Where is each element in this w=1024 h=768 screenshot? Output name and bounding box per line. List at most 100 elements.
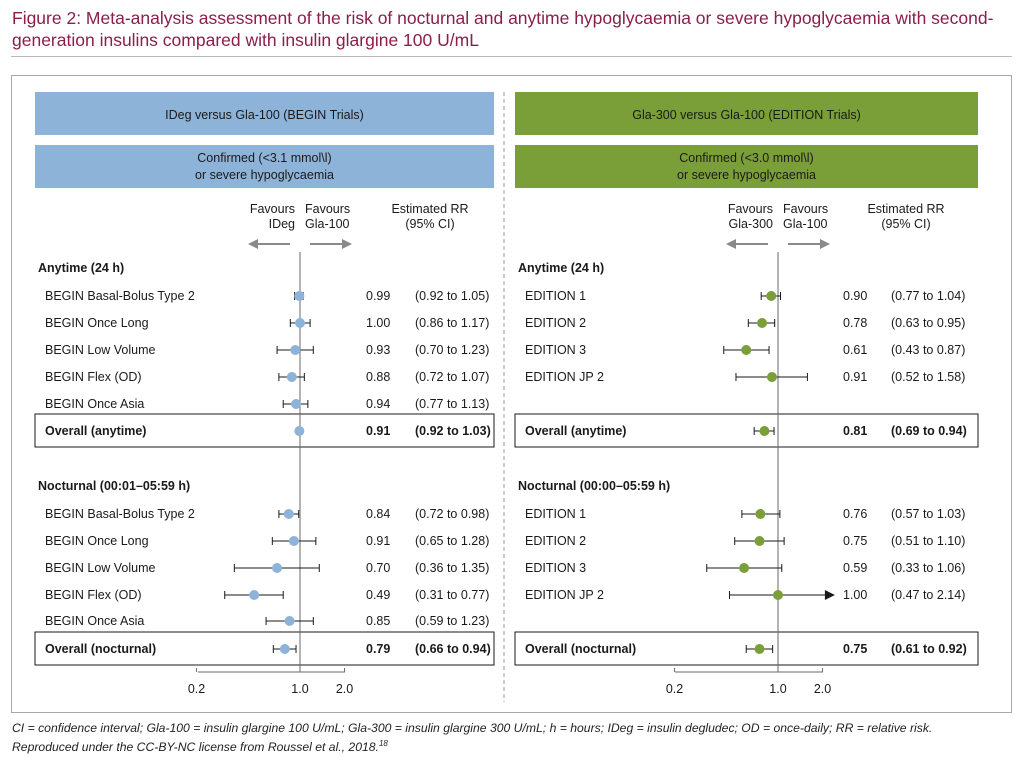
point-estimate-marker	[272, 563, 283, 573]
panel-subheader-bar	[515, 145, 978, 188]
panel-header-bar	[35, 92, 494, 135]
footnote-reference: 18	[378, 739, 388, 748]
study-label: BEGIN Once Asia	[45, 614, 144, 628]
overall-rr-value: 0.79	[366, 642, 390, 656]
footnote-line-2: Reproduced under the CC-BY-NC license fr…	[12, 736, 1012, 755]
study-label: EDITION JP 2	[525, 370, 604, 384]
favours-left-arrow-head	[726, 239, 736, 249]
study-ci-text: (0.77 to 1.04)	[891, 289, 965, 303]
study-ci-text: (0.70 to 1.23)	[415, 343, 489, 357]
study-label: EDITION 3	[525, 561, 586, 575]
overall-ci-text: (0.61 to 0.92)	[891, 642, 967, 656]
overall-label: Overall (anytime)	[525, 424, 626, 438]
panel-header-title: Gla-300 versus Gla-100 (EDITION Trials)	[632, 108, 861, 122]
group-heading: Nocturnal (00:01–05:59 h)	[38, 479, 190, 493]
point-estimate-marker	[283, 509, 294, 519]
study-ci-text: (0.77 to 1.13)	[415, 397, 489, 411]
study-ci-text: (0.86 to 1.17)	[415, 316, 489, 330]
study-label: EDITION 3	[525, 343, 586, 357]
study-rr-value: 0.94	[366, 397, 390, 411]
point-estimate-marker	[739, 563, 750, 573]
study-label: BEGIN Low Volume	[45, 343, 156, 357]
point-estimate-marker	[766, 291, 777, 301]
overall-box	[34, 413, 495, 448]
overall-box	[514, 413, 979, 448]
panel-subheader-line-1: Confirmed (<3.0 mmol\l)	[679, 151, 813, 165]
study-rr-value: 1.00	[843, 588, 867, 602]
group-heading: Anytime (24 h)	[38, 261, 124, 275]
group-heading: Nocturnal (00:00–05:59 h)	[518, 479, 670, 493]
point-estimate-marker	[288, 536, 299, 546]
favours-right-arrow-head	[342, 239, 352, 249]
point-estimate-marker	[286, 372, 297, 382]
x-axis-tick-label: 0.2	[666, 682, 683, 696]
study-rr-value: 0.76	[843, 507, 867, 521]
study-rr-value: 0.93	[366, 343, 390, 357]
study-rr-value: 0.91	[366, 534, 390, 548]
study-ci-text: (0.92 to 1.05)	[415, 289, 489, 303]
overall-ci-text: (0.66 to 0.94)	[415, 642, 491, 656]
study-ci-text: (0.59 to 1.23)	[415, 614, 489, 628]
study-rr-value: 0.90	[843, 289, 867, 303]
study-label: EDITION 2	[525, 534, 586, 548]
study-rr-value: 1.00	[366, 316, 390, 330]
figure-frame	[11, 75, 1012, 713]
favours-left-line-1: Favours	[728, 202, 773, 216]
study-rr-value: 0.99	[366, 289, 390, 303]
ci-arrow-right	[824, 590, 835, 600]
overall-label: Overall (nocturnal)	[525, 642, 636, 656]
footnote-source: Reproduced under the CC-BY-NC license fr…	[12, 740, 379, 755]
study-rr-value: 0.88	[366, 370, 390, 384]
panel-subheader-line-1: Confirmed (<3.1 mmol\l)	[197, 151, 331, 165]
study-rr-value: 0.85	[366, 614, 390, 628]
point-estimate-marker	[766, 372, 777, 382]
study-ci-text: (0.43 to 0.87)	[891, 343, 965, 357]
study-label: BEGIN Low Volume	[45, 561, 156, 575]
x-axis-tick-label: 1.0	[769, 682, 786, 696]
overall-rr-value: 0.75	[843, 642, 867, 656]
point-estimate-marker	[295, 318, 305, 328]
point-estimate-marker	[757, 318, 768, 328]
panel-header-bar	[515, 92, 978, 135]
overall-ci-text: (0.92 to 1.03)	[415, 424, 491, 438]
favours-left-line-2: Gla-300	[729, 217, 774, 231]
study-ci-text: (0.33 to 1.06)	[891, 561, 965, 575]
point-estimate-marker	[249, 590, 260, 600]
study-ci-text: (0.51 to 1.10)	[891, 534, 965, 548]
study-label: BEGIN Flex (OD)	[45, 588, 142, 602]
overall-ci-text: (0.69 to 0.94)	[891, 424, 967, 438]
overall-estimate-marker	[759, 426, 770, 436]
forest-panel-left: IDeg versus Gla-100 (BEGIN Trials) Confir…	[34, 92, 495, 696]
estimate-header-line-1: Estimated RR	[391, 202, 468, 216]
study-ci-text: (0.57 to 1.03)	[891, 507, 965, 521]
favours-right-line-1: Favours	[783, 202, 828, 216]
point-estimate-marker	[290, 345, 301, 355]
favours-right-arrow-head	[820, 239, 830, 249]
study-ci-text: (0.63 to 0.95)	[891, 316, 965, 330]
favours-right-line-2: Gla-100	[783, 217, 828, 231]
study-ci-text: (0.72 to 0.98)	[415, 507, 489, 521]
overall-estimate-marker	[294, 426, 305, 436]
x-axis-tick-label: 2.0	[336, 682, 353, 696]
group-heading: Anytime (24 h)	[518, 261, 604, 275]
study-rr-value: 0.70	[366, 561, 390, 575]
study-rr-value: 0.91	[843, 370, 867, 384]
study-ci-text: (0.52 to 1.58)	[891, 370, 965, 384]
study-rr-value: 0.84	[366, 507, 390, 521]
study-label: BEGIN Flex (OD)	[45, 370, 142, 384]
point-estimate-marker	[754, 536, 765, 546]
overall-box	[34, 631, 495, 666]
study-rr-value: 0.75	[843, 534, 867, 548]
panel-subheader-line-2: or severe hypoglycaemia	[677, 168, 816, 182]
study-ci-text: (0.36 to 1.35)	[415, 561, 489, 575]
study-label: BEGIN Once Asia	[45, 397, 144, 411]
study-label: EDITION 2	[525, 316, 586, 330]
study-rr-value: 0.78	[843, 316, 867, 330]
x-axis-tick-label: 1.0	[291, 682, 308, 696]
study-ci-text: (0.47 to 2.14)	[891, 588, 965, 602]
estimate-header-line-2: (95% CI)	[405, 217, 454, 231]
panel-header-title: IDeg versus Gla-100 (BEGIN Trials)	[165, 108, 364, 122]
study-ci-text: (0.65 to 1.28)	[415, 534, 489, 548]
study-label: BEGIN Basal-Bolus Type 2	[45, 507, 195, 521]
